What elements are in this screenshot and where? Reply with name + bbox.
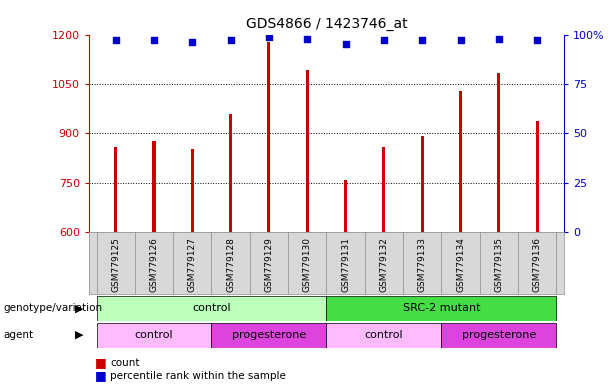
Text: GSM779125: GSM779125 <box>111 237 120 292</box>
Bar <box>441 323 557 348</box>
Point <box>417 37 427 43</box>
Bar <box>153 141 156 232</box>
Point <box>226 37 235 43</box>
Bar <box>114 147 117 232</box>
Text: percentile rank within the sample: percentile rank within the sample <box>110 371 286 381</box>
Point <box>379 37 389 43</box>
Point <box>494 35 504 41</box>
Bar <box>459 91 462 232</box>
Text: count: count <box>110 358 140 368</box>
Text: GSM779128: GSM779128 <box>226 237 235 292</box>
Bar <box>421 136 424 232</box>
Text: GSM779131: GSM779131 <box>341 237 350 292</box>
Bar <box>211 323 327 348</box>
Text: GSM779134: GSM779134 <box>456 237 465 292</box>
Text: GSM779129: GSM779129 <box>264 237 273 292</box>
Text: control: control <box>135 330 173 340</box>
Point <box>532 37 542 43</box>
Text: GSM779126: GSM779126 <box>150 237 159 292</box>
Text: ■: ■ <box>95 369 107 382</box>
Bar <box>229 114 232 232</box>
Point <box>149 37 159 43</box>
Text: GSM779133: GSM779133 <box>417 237 427 292</box>
Text: GSM779127: GSM779127 <box>188 237 197 292</box>
Bar <box>327 323 441 348</box>
Text: ■: ■ <box>95 356 107 369</box>
Text: progesterone: progesterone <box>462 330 536 340</box>
Point <box>455 37 465 43</box>
Text: GSM779130: GSM779130 <box>303 237 312 292</box>
Bar <box>97 296 327 321</box>
Bar <box>383 147 386 232</box>
Text: agent: agent <box>3 330 33 340</box>
Title: GDS4866 / 1423746_at: GDS4866 / 1423746_at <box>246 17 407 31</box>
Text: GSM779136: GSM779136 <box>533 237 542 292</box>
Bar <box>327 296 557 321</box>
Bar <box>536 121 539 232</box>
Text: control: control <box>192 303 231 313</box>
Bar <box>306 70 309 232</box>
Bar <box>344 180 347 232</box>
Point <box>264 33 274 40</box>
Text: GSM779132: GSM779132 <box>379 237 389 292</box>
Bar <box>497 73 500 232</box>
Text: genotype/variation: genotype/variation <box>3 303 102 313</box>
Text: ▶: ▶ <box>75 330 84 340</box>
Text: progesterone: progesterone <box>232 330 306 340</box>
Text: ▶: ▶ <box>75 303 84 313</box>
Point <box>188 40 197 46</box>
Point <box>302 35 312 41</box>
Text: control: control <box>365 330 403 340</box>
Text: GSM779135: GSM779135 <box>494 237 503 292</box>
Bar <box>267 42 270 232</box>
Point <box>111 37 121 43</box>
Text: SRC-2 mutant: SRC-2 mutant <box>403 303 480 313</box>
Bar <box>191 149 194 232</box>
Point <box>341 41 351 48</box>
Bar <box>97 323 211 348</box>
